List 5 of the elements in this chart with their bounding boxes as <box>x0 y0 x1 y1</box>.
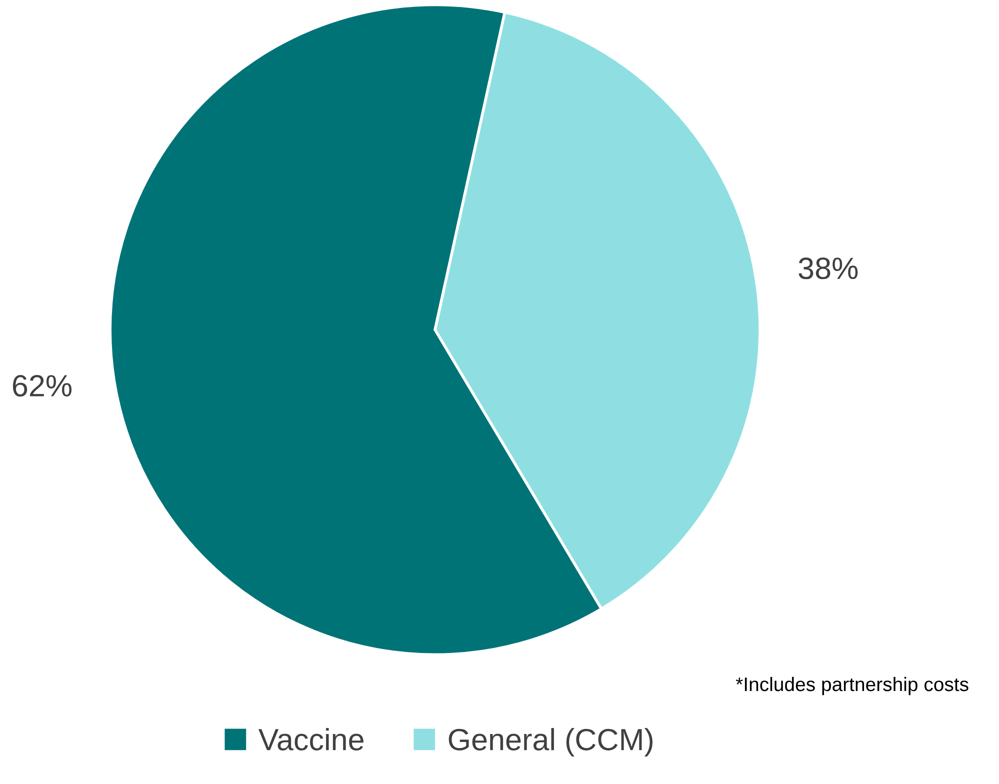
text: *Includes partnership costs <box>736 676 968 696</box>
legend-label: Vaccine <box>258 728 364 750</box>
data-label: 62% <box>12 374 72 397</box>
legend-label: General (CCM) <box>448 728 653 756</box>
data-label: 38% <box>798 258 858 280</box>
